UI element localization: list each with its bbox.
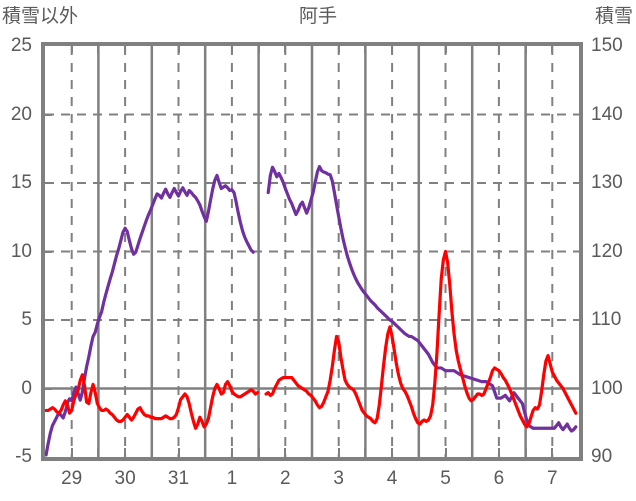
page-title: 阿手 [298,6,337,27]
left-axis-title: 積雪以外 [2,6,79,27]
x-tick-1: 30 [114,468,136,489]
x-tick-mark-bottom-6 [204,448,207,459]
x-tick-7: 5 [440,468,451,489]
x-tick-mark-bottom-4 [150,448,153,459]
x-tick-mark-bottom-1 [70,448,73,459]
x-tick-mark-top-7 [230,44,233,53]
x-tick-mark-bottom-19 [551,448,554,459]
x-tick-mark-bottom-18 [524,448,527,459]
x-tick-mark-bottom-8 [257,448,260,459]
x-tick-mark-top-10 [311,44,313,53]
x-tick-mark-top-3 [124,44,127,53]
x-tick-mark-top-1 [70,44,73,53]
y-tick-left-1: 20 [10,103,32,125]
series-line-other-0 [45,373,260,430]
y-tick-left-3: 10 [10,240,32,262]
x-tick-mark-bottom-14 [417,448,420,459]
x-tick-mark-bottom-16 [471,448,474,459]
x-tick-mark-top-11 [337,44,340,53]
x-tick-mark-top-13 [391,44,394,53]
x-tick-mark-top-9 [284,44,287,53]
x-tick-mark-top-2 [97,44,100,53]
x-tick-0: 29 [61,468,83,489]
x-tick-mark-bottom-12 [364,448,367,459]
y-tick-right-6: 90 [591,446,613,467]
plot-inner [45,46,579,457]
x-tick-mark-top-17 [497,44,500,53]
x-tick-mark-bottom-9 [284,448,287,459]
y-tick-right-3: 120 [591,240,623,262]
plot-area [41,42,583,461]
series-line-other-1 [264,249,578,429]
x-tick-mark-bottom-5 [177,448,180,459]
x-tick-mark-top-18 [524,44,527,53]
x-tick-mark-top-14 [417,44,420,53]
y-tick-right-5: 100 [591,377,623,399]
x-tick-8: 6 [493,468,505,489]
x-tick-mark-bottom-7 [230,448,233,459]
x-tick-mark-bottom-11 [337,448,340,459]
y-tick-left-6: -5 [15,446,32,467]
y-tick-mark-left-3 [44,250,52,253]
series-line-snow-0 [45,173,255,457]
y-tick-right-2: 130 [591,172,623,193]
x-tick-mark-top-8 [257,44,260,53]
y-tick-right-0: 150 [591,35,623,56]
x-tick-2: 31 [167,468,190,489]
y-tick-mark-left-2 [44,182,52,184]
x-tick-mark-bottom-17 [497,448,500,459]
y-tick-left-0: 25 [10,35,32,56]
y-tick-mark-left-5 [44,387,52,390]
x-tick-mark-bottom-10 [311,448,313,459]
x-tick-mark-top-16 [471,44,474,53]
x-tick-6: 4 [386,468,398,489]
x-tick-mark-top-12 [364,44,367,53]
x-tick-mark-bottom-2 [97,448,100,459]
x-tick-mark-bottom-15 [444,448,447,459]
chart-canvas [45,46,579,457]
x-tick-mark-top-4 [150,44,153,53]
x-tick-mark-bottom-13 [391,448,394,459]
y-tick-left-4: 5 [21,309,32,330]
y-tick-right-4: 110 [591,309,622,330]
x-tick-mark-top-19 [551,44,554,53]
x-tick-5: 3 [333,468,344,489]
series-line-snow-1 [266,164,578,433]
x-tick-9: 7 [547,468,558,489]
x-tick-3: 1 [226,468,238,489]
x-tick-mark-top-5 [177,44,180,53]
y-tick-left-5: 0 [21,377,32,399]
right-axis-title: 積雪 [594,6,633,27]
x-tick-mark-bottom-3 [124,448,127,459]
y-tick-right-1: 140 [591,103,623,125]
y-tick-mark-left-1 [44,113,52,116]
y-tick-mark-left-4 [44,319,52,321]
x-tick-4: 2 [280,468,291,489]
x-tick-mark-top-15 [444,44,447,53]
y-tick-left-2: 15 [10,172,32,193]
series-lines [45,164,578,457]
x-tick-mark-top-6 [204,44,207,53]
